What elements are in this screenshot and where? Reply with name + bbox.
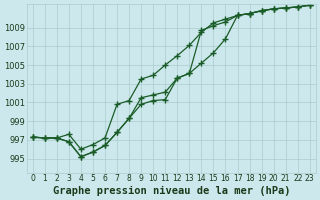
X-axis label: Graphe pression niveau de la mer (hPa): Graphe pression niveau de la mer (hPa) [52,186,290,196]
